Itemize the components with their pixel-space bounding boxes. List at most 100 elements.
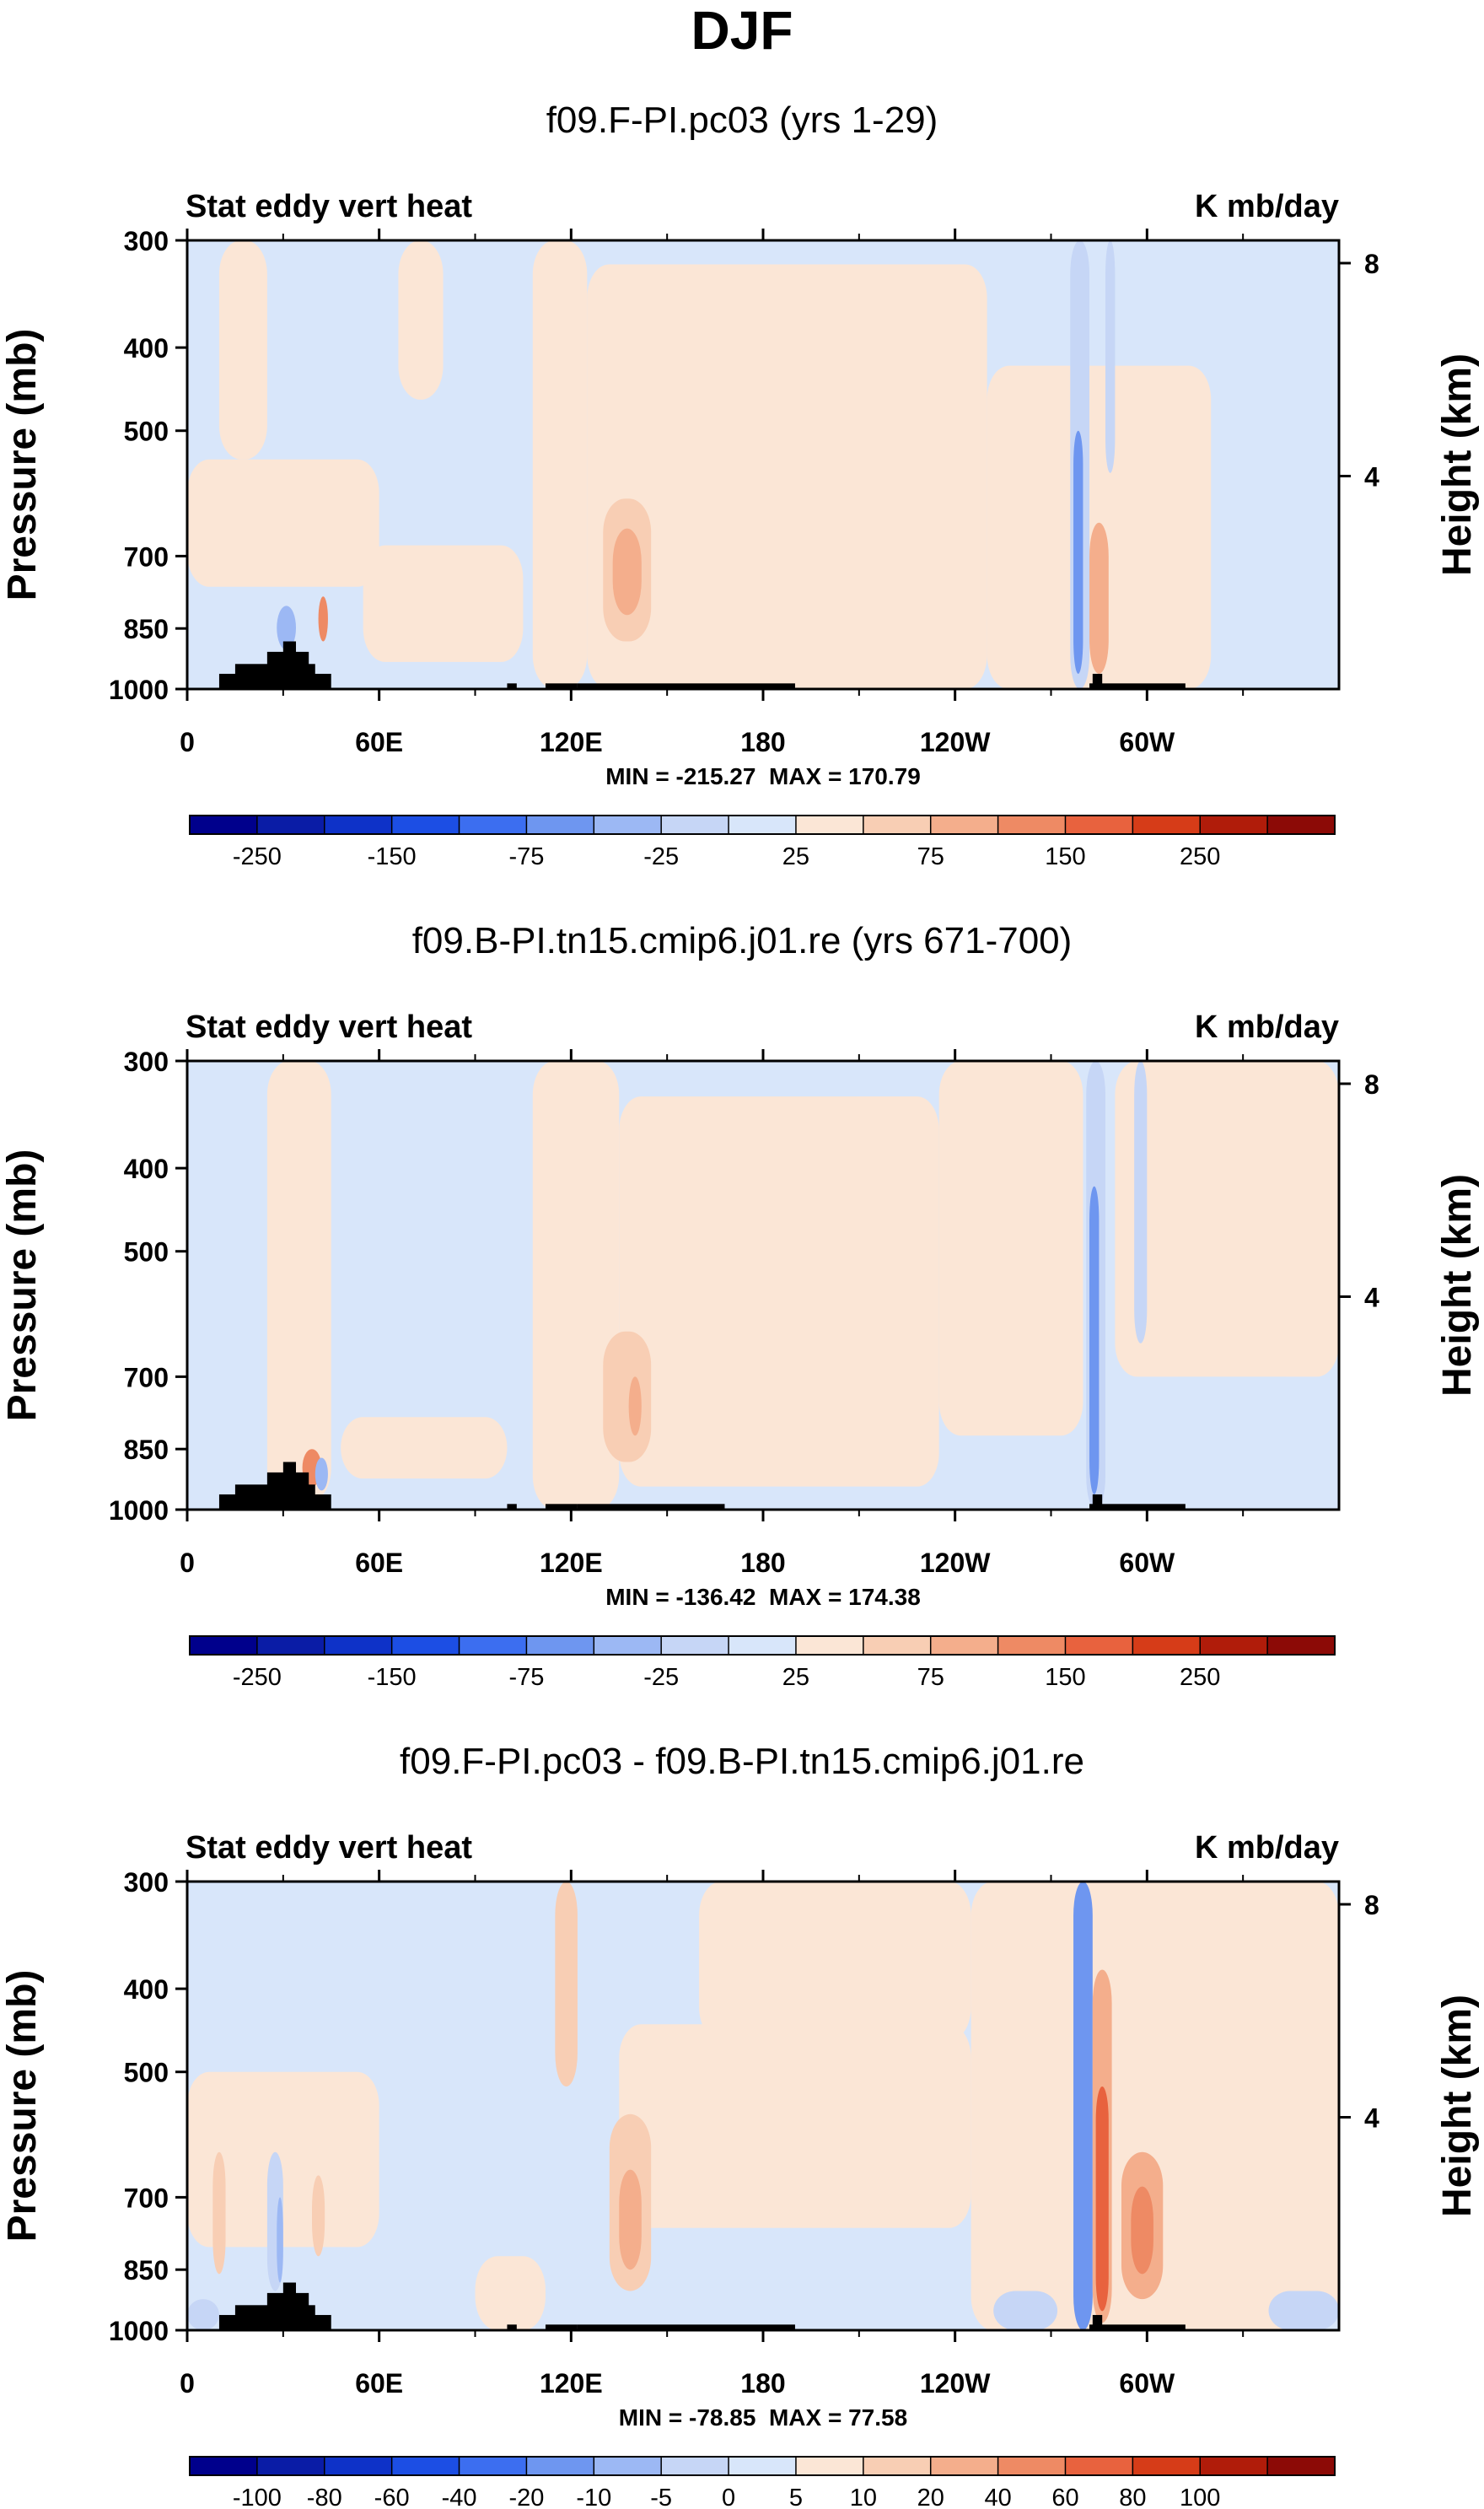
colorbar-swatch: [1065, 816, 1133, 834]
colorbar-swatch: [795, 2457, 864, 2475]
colorbar-swatch: [256, 1636, 325, 1655]
y-tick-label: 400: [124, 1154, 169, 1184]
land-mask: [507, 683, 517, 689]
colorbar-swatch: [1132, 1636, 1201, 1655]
panel-left-label: Stat eddy vert heat: [186, 189, 472, 224]
colorbar-swatch: [661, 2457, 729, 2475]
stats-label: MIN = -215.27 MAX = 170.79: [605, 763, 921, 789]
contour-region: [993, 2291, 1058, 2330]
colorbar-swatch: [594, 1636, 662, 1655]
panel-units-label: K mb/day: [1195, 189, 1339, 224]
x-tick-label: 60E: [355, 727, 403, 757]
x-tick-label: 120W: [920, 2368, 991, 2399]
contour-region: [1134, 1061, 1148, 1343]
colorbar-frame: [189, 1635, 1336, 1656]
colorbar-swatch: [1267, 816, 1336, 834]
y-tick-label: 500: [124, 1237, 169, 1268]
contour-region: [363, 545, 524, 662]
colorbar-swatch: [930, 1636, 999, 1655]
contour-region: [619, 1096, 939, 1487]
x-tick-label: 60W: [1119, 1548, 1175, 1578]
contour-region: [341, 1417, 508, 1479]
contour-region: [1089, 1186, 1100, 1494]
contour-region: [1115, 1061, 1339, 1377]
contour-region: [1089, 522, 1109, 674]
colorbar-swatch: [997, 816, 1066, 834]
contour-region: [971, 1882, 1339, 2330]
colorbar-swatch: [526, 2457, 594, 2475]
y-right-tick-label: 8: [1364, 249, 1379, 279]
land-mask: [545, 683, 578, 689]
contour-region: [212, 2151, 226, 2275]
colorbar-label: -10: [576, 2485, 611, 2509]
colorbar-label: -75: [508, 843, 544, 870]
colorbar-swatch: [863, 1636, 932, 1655]
x-tick-label: 120E: [540, 1548, 603, 1578]
panel-title: f09.F-PI.pc03 (yrs 1-29): [546, 100, 938, 141]
colorbar-swatch: [795, 1636, 864, 1655]
colorbar-label: -25: [643, 843, 679, 870]
y-right-tick-label: 4: [1364, 462, 1379, 493]
colorbar-swatch: [863, 816, 932, 834]
contour-region: [266, 1061, 331, 1503]
land-mask: [282, 641, 297, 689]
contour-region: [318, 596, 328, 642]
colorbar-swatch: [795, 816, 864, 834]
contour-region: [1105, 240, 1116, 473]
land-mask: [577, 2324, 795, 2330]
colorbar-label: -100: [233, 2485, 282, 2509]
x-tick-label: 180: [740, 2368, 785, 2399]
colorbar-label: 75: [917, 1664, 944, 1691]
y-tick-label: 850: [124, 1435, 169, 1465]
colorbar-swatch: [997, 2457, 1066, 2475]
contour-region: [277, 2197, 283, 2283]
panel-title: f09.F-PI.pc03 - f09.B-PI.tn15.cmip6.j01.…: [400, 1741, 1084, 1782]
land-mask: [1092, 1494, 1103, 1510]
y-tick-label: 300: [124, 1867, 169, 1898]
colorbar-label: 5: [789, 2485, 803, 2509]
y-axis-title-right: Height (km): [1435, 1995, 1480, 2217]
panel-units-label: K mb/day: [1195, 1830, 1339, 1866]
colorbar-label: -25: [643, 1664, 679, 1691]
chart-panel-1: f09.F-PI.pc03 (yrs 1-29) Stat eddy vert h…: [0, 100, 1480, 870]
land-mask: [507, 1504, 517, 1510]
y-tick-label: 1000: [109, 675, 169, 705]
y-right-tick-label: 8: [1364, 1069, 1379, 1100]
colorbar-label: 150: [1045, 1664, 1085, 1691]
contour-region: [612, 528, 642, 616]
colorbar-swatch: [997, 1636, 1066, 1655]
y-axis-title-right: Height (km): [1435, 1174, 1480, 1397]
y-tick-label: 700: [124, 541, 169, 572]
land-mask: [282, 1462, 297, 1510]
x-tick-label: 0: [180, 727, 195, 757]
y-tick-label: 500: [124, 417, 169, 447]
x-tick-label: 60E: [355, 1548, 403, 1578]
colorbar-swatch: [190, 2457, 258, 2475]
colorbar-swatch: [256, 2457, 325, 2475]
y-tick-label: 700: [124, 1362, 169, 1392]
stats-label: MIN = -136.42 MAX = 174.38: [605, 1584, 921, 1610]
stats-label: MIN = -78.85 MAX = 77.58: [619, 2404, 907, 2431]
y-tick-label: 400: [124, 1974, 169, 2005]
contour-region: [315, 1457, 328, 1491]
contour-region: [218, 240, 267, 460]
land-mask: [577, 1504, 725, 1510]
colorbar-swatch: [594, 2457, 662, 2475]
y-tick-label: 850: [124, 614, 169, 644]
contour-region: [532, 1061, 620, 1510]
y-tick-label: 1000: [109, 1495, 169, 1526]
colorbar-swatch: [661, 816, 729, 834]
land-mask: [1089, 683, 1186, 689]
colorbar-label: 25: [782, 1664, 809, 1691]
colorbar-swatch: [729, 2457, 797, 2475]
colorbar-swatch: [190, 1636, 258, 1655]
contour-region: [1073, 430, 1083, 674]
colorbar-label: -40: [442, 2485, 477, 2509]
land-mask: [1092, 673, 1103, 689]
contour-region: [187, 2071, 379, 2248]
land-mask: [1089, 2324, 1186, 2330]
colorbar-label: 40: [984, 2485, 1011, 2509]
colorbar-label: -150: [368, 1664, 417, 1691]
colorbar-swatch: [1132, 816, 1201, 834]
